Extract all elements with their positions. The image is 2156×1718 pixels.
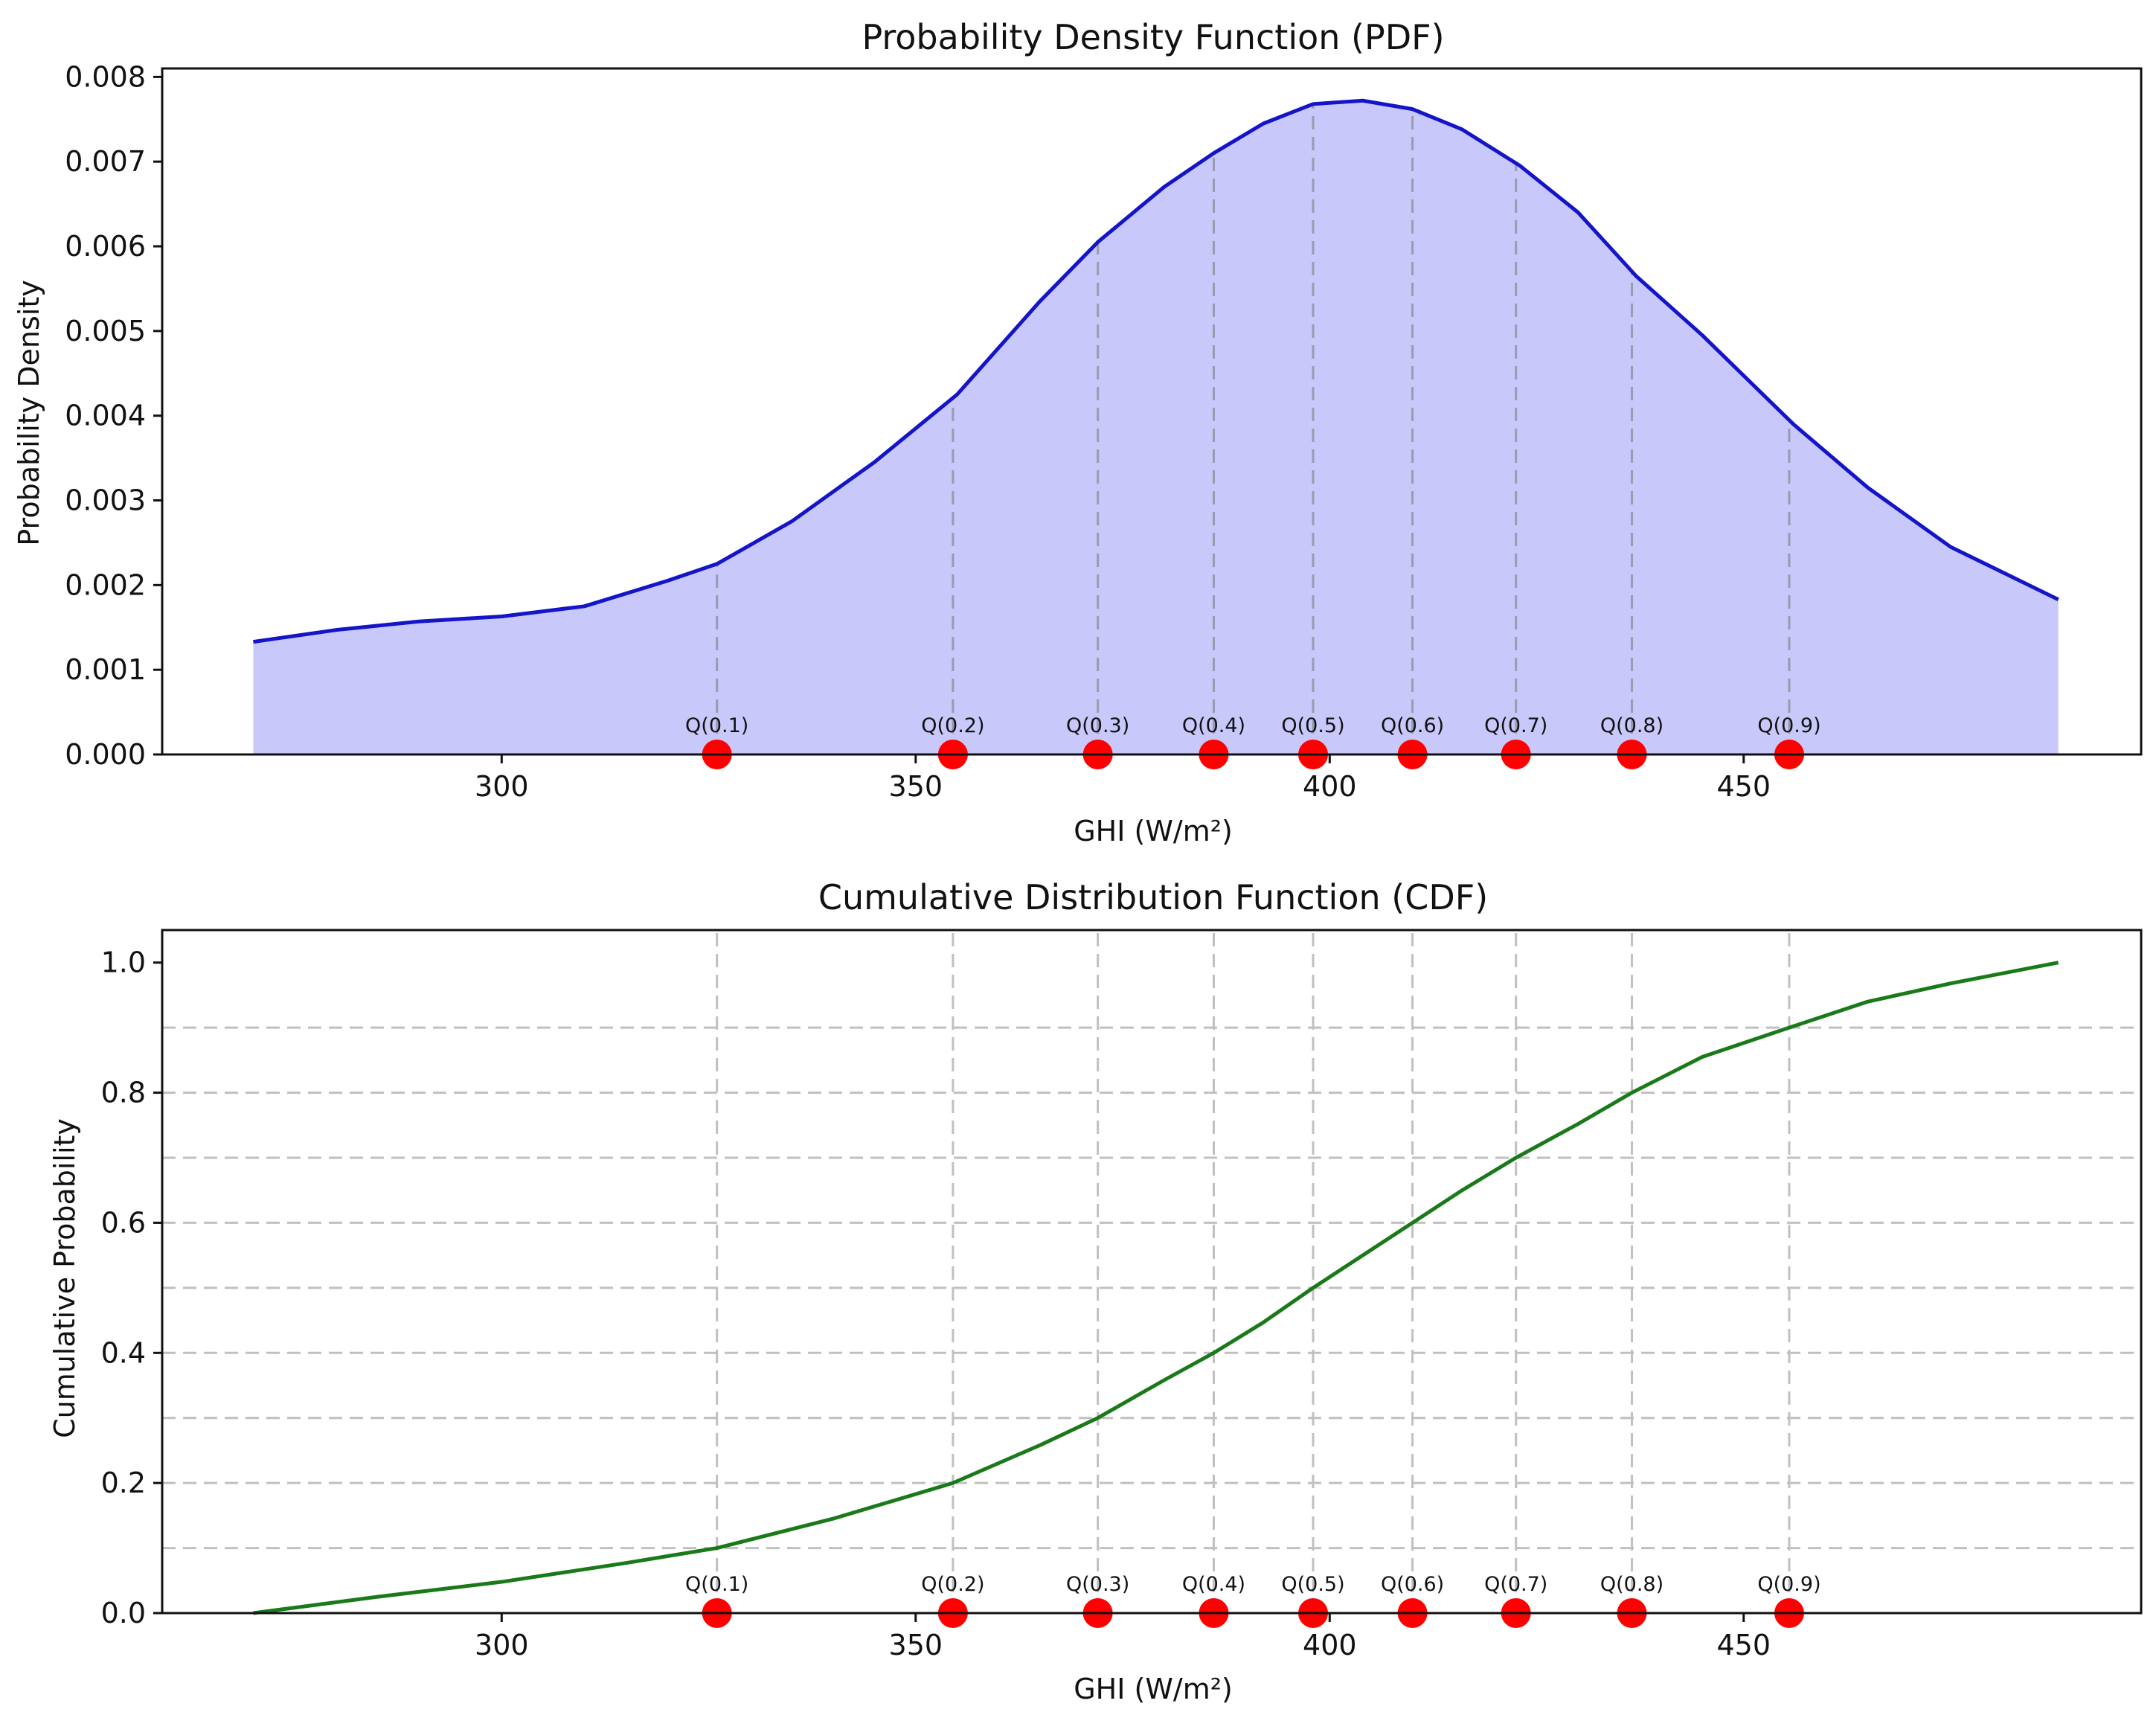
y-tick-label-0: 0.0 (101, 1597, 146, 1629)
y-tick-label-6: 0.006 (65, 230, 146, 263)
quantile-label-5: Q(0.5) (1281, 1573, 1344, 1596)
y-tick-label-5: 0.005 (65, 315, 146, 347)
pdf-area-fill (253, 100, 2059, 754)
pdf-curve-line (253, 98, 2059, 644)
x-tick-label-0: 300 (475, 1629, 529, 1661)
x-tick-label-1: 350 (889, 770, 943, 803)
x-tick-label-2: 400 (1303, 1629, 1357, 1661)
y-tick-label-3: 0.6 (101, 1206, 146, 1239)
quantile-label-7: Q(0.7) (1484, 1573, 1547, 1596)
axes-frame (161, 929, 2143, 1615)
quantile-label-9: Q(0.9) (1757, 714, 1820, 737)
pdf-plot-area: Q(0.1) Q(0.2) Q(0.3) Q(0.4) Q(0.5) Q(0.6) Q(0.… (65, 60, 2143, 803)
quantile-label-7: Q(0.7) (1484, 714, 1547, 737)
cdf-x-axis-label: GHI (W/m²) (1074, 1673, 1233, 1705)
y-tick-label-2: 0.002 (65, 568, 146, 601)
y-tick-label-1: 0.2 (101, 1467, 146, 1499)
quantile-label-1: Q(0.1) (685, 1573, 748, 1596)
y-tick-label-4: 0.004 (65, 400, 146, 432)
quantile-label-2: Q(0.2) (921, 1573, 984, 1596)
quantile-label-1: Q(0.1) (685, 714, 748, 737)
quantile-label-2: Q(0.2) (921, 714, 984, 737)
y-tick-label-5: 1.0 (101, 946, 146, 979)
x-tick-label-3: 450 (1717, 770, 1771, 803)
quantile-label-4: Q(0.4) (1182, 714, 1245, 737)
y-tick-label-7: 0.007 (65, 145, 146, 178)
quantile-label-5: Q(0.5) (1281, 714, 1344, 737)
pdf-title: Probability Density Function (PDF) (862, 17, 1444, 57)
pdf-x-axis-label: GHI (W/m²) (1074, 815, 1233, 847)
y-tick-label-0: 0.000 (65, 738, 146, 771)
quantile-label-4: Q(0.4) (1182, 1573, 1245, 1596)
y-tick-label-3: 0.003 (65, 484, 146, 517)
cdf-panel: Cumulative Distribution Function (CDF) Q… (48, 877, 2143, 1705)
quantile-label-3: Q(0.3) (1066, 714, 1129, 737)
quantile-label-8: Q(0.8) (1600, 1573, 1663, 1596)
quantile-label-6: Q(0.6) (1381, 714, 1444, 737)
quantile-label-9: Q(0.9) (1757, 1573, 1820, 1596)
x-tick-label-0: 300 (475, 770, 529, 803)
cdf-plot-area: Q(0.1) Q(0.2) Q(0.3) Q(0.4) Q(0.5) Q(0.6) Q(0.… (101, 929, 2143, 1661)
y-tick-label-2: 0.4 (101, 1336, 146, 1369)
y-tick-label-8: 0.008 (65, 60, 146, 93)
x-tick-label-2: 400 (1303, 770, 1357, 803)
y-tick-label-4: 0.8 (101, 1077, 146, 1109)
cdf-y-axis-label: Cumulative Probability (48, 1118, 81, 1438)
y-tick-label-1: 0.001 (65, 653, 146, 686)
quantile-label-3: Q(0.3) (1066, 1573, 1129, 1596)
cdf-curve-line (253, 961, 2059, 1615)
cdf-title: Cumulative Distribution Function (CDF) (818, 877, 1488, 917)
pdf-y-axis-label: Probability Density (13, 280, 45, 545)
axes-frame (161, 67, 2143, 756)
x-tick-label-1: 350 (889, 1629, 943, 1661)
x-tick-label-3: 450 (1717, 1629, 1771, 1661)
pdf-panel: Probability Density Function (PDF) Q(0.1… (13, 17, 2143, 847)
quantile-label-8: Q(0.8) (1600, 714, 1663, 737)
quantile-label-6: Q(0.6) (1381, 1573, 1444, 1596)
